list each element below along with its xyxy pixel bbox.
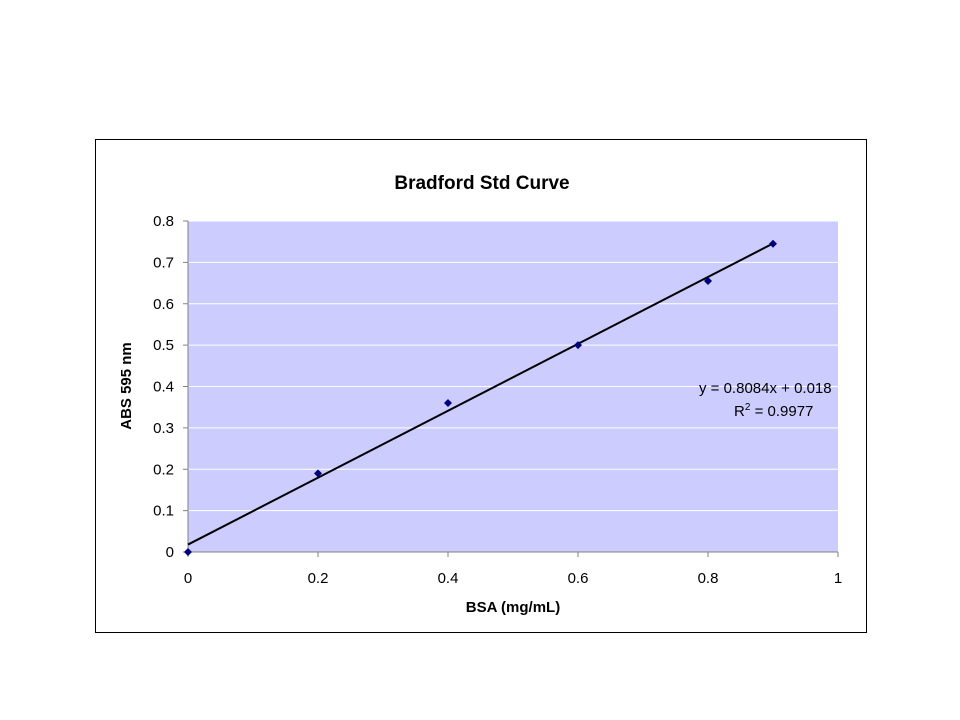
y-tick-label: 0.8 bbox=[153, 213, 174, 230]
r-squared-label: R2 = 0.9977 bbox=[734, 402, 813, 420]
data-point bbox=[574, 341, 582, 350]
data-point bbox=[704, 276, 712, 285]
x-tick-label: 0.4 bbox=[438, 570, 459, 587]
x-tick-label: 1 bbox=[834, 570, 842, 587]
y-tick-labels: 0 0.1 0.2 0.3 0.4 0.5 0.6 0.7 0.8 bbox=[153, 213, 188, 561]
y-tick-label: 0 bbox=[166, 544, 174, 561]
y-tick-label: 0.6 bbox=[153, 296, 174, 313]
data-point bbox=[769, 239, 777, 248]
y-tick-label: 0.2 bbox=[153, 461, 174, 478]
y-axis-title: ABS 595 nm bbox=[118, 342, 135, 430]
y-tick-label: 0.7 bbox=[153, 254, 174, 271]
x-tick-label: 0.2 bbox=[308, 570, 329, 587]
x-tick-label: 0.8 bbox=[698, 570, 719, 587]
trendline-equation: y = 0.8084x + 0.018 bbox=[699, 380, 832, 397]
x-axis-title: BSA (mg/mL) bbox=[466, 599, 560, 616]
chart-frame: Bradford Std Curve 0 0.1 0.2 0.3 0.4 0.5 0.6 0.… bbox=[95, 139, 867, 633]
x-tick-labels: 0 0.2 0.4 0.6 0.8 1 bbox=[184, 552, 842, 587]
y-tick-label: 0.1 bbox=[153, 503, 174, 520]
data-points bbox=[184, 239, 777, 556]
y-tick-label: 0.3 bbox=[153, 420, 174, 437]
y-tick-label: 0.4 bbox=[153, 379, 174, 396]
data-point bbox=[314, 469, 322, 478]
trendline bbox=[187, 242, 774, 546]
data-point bbox=[184, 548, 192, 556]
y-tick-label: 0.5 bbox=[153, 337, 174, 354]
bradford-chart: Bradford Std Curve 0 0.1 0.2 0.3 0.4 0.5 0.6 0.… bbox=[118, 173, 842, 616]
gridlines bbox=[188, 220, 838, 512]
chart-title: Bradford Std Curve bbox=[394, 173, 569, 194]
data-point bbox=[444, 399, 452, 408]
x-tick-label: 0.6 bbox=[568, 570, 589, 587]
x-tick-label: 0 bbox=[184, 570, 192, 587]
